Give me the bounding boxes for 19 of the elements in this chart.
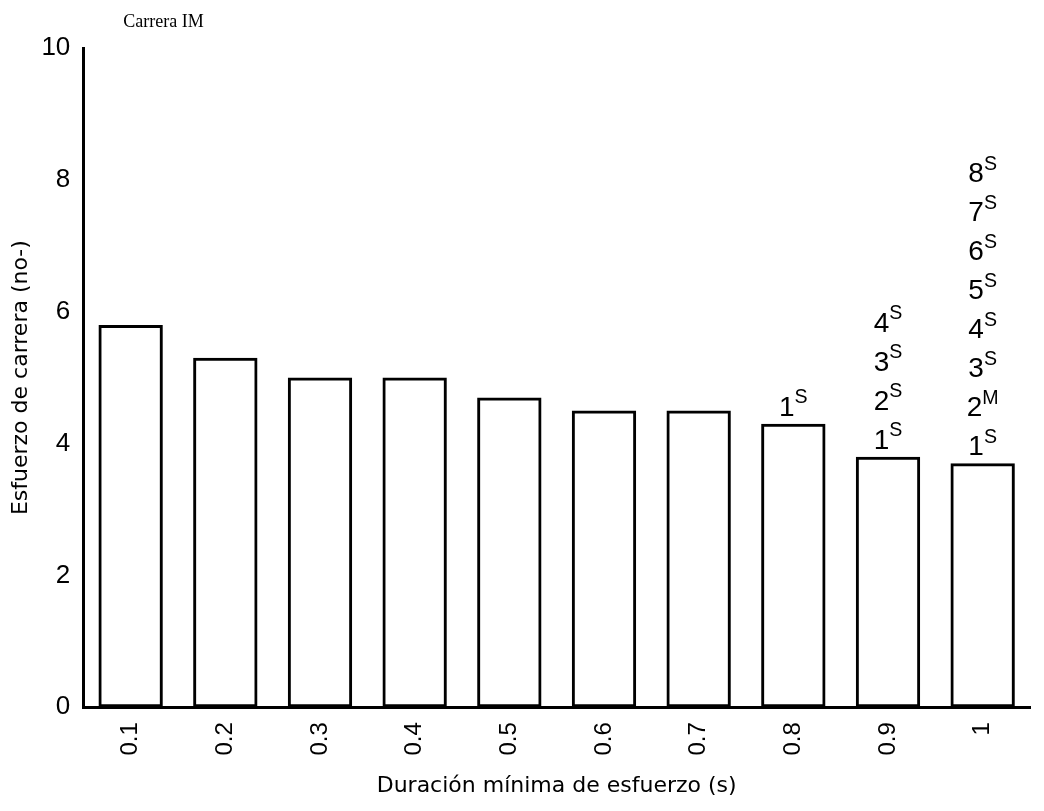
x-tick-label: 0.7	[683, 722, 711, 756]
x-tick-label: 0.8	[777, 722, 805, 756]
chart-title: Carrera IM	[123, 11, 204, 31]
y-tick-label: 6	[55, 294, 71, 325]
x-tick-label: 0.5	[493, 722, 521, 756]
x-tick-label: 0.1	[115, 722, 143, 756]
y-tick-label: 8	[55, 163, 71, 194]
x-axis-title: Duración mínima de esfuerzo (s)	[376, 771, 737, 797]
y-axis-title: Esfuerzo de carrera (no-)	[6, 240, 32, 516]
x-tick-label: 0.2	[209, 722, 237, 756]
y-tick-label: 2	[55, 558, 71, 589]
y-tick-label: 0	[55, 690, 71, 721]
x-tick-label: 0.4	[399, 722, 427, 756]
x-tick-label: 0.9	[872, 722, 900, 756]
y-tick-label: 4	[55, 426, 71, 457]
x-tick-label: 1	[967, 722, 995, 736]
x-tick-label: 0.3	[304, 722, 332, 756]
y-tick-label: 10	[41, 31, 71, 62]
x-tick-label: 0.6	[588, 722, 616, 756]
